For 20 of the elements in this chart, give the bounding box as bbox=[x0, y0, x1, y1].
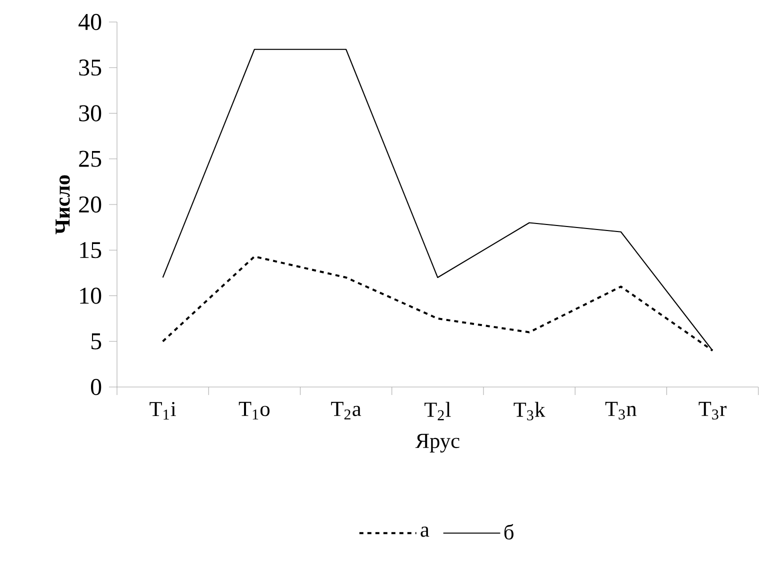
y-tick-label: 15 bbox=[80, 242, 102, 258]
y-axis-title: Число bbox=[56, 175, 70, 234]
legend-label: а bbox=[420, 526, 430, 537]
y-tick-label: 0 bbox=[90, 378, 102, 396]
x-tick-label: T$_{3}$n bbox=[605, 402, 637, 420]
y-tick-label: 25 bbox=[79, 150, 102, 167]
y-tick-label: 30 bbox=[79, 105, 102, 122]
y-tick-label: 35 bbox=[79, 60, 102, 76]
y-tick-label: 20 bbox=[79, 196, 102, 213]
legend-label: б bbox=[504, 524, 514, 540]
x-tick-label: T$_{2}$a bbox=[331, 402, 362, 420]
x-tick-label: T$_{1}$i bbox=[150, 402, 176, 420]
x-tick-label: T$_{1}$o bbox=[238, 402, 270, 420]
y-tick-label: 5 bbox=[91, 333, 102, 350]
y-tick-label: 10 bbox=[80, 288, 102, 304]
x-tick-label: T$_{3}$k bbox=[514, 402, 546, 420]
y-tick-label: 40 bbox=[78, 14, 102, 30]
x-axis-title: Ярус bbox=[415, 434, 460, 453]
x-tick-label: T$_{2}$l bbox=[424, 402, 451, 420]
x-tick-label: T$_{3}$r bbox=[698, 402, 726, 420]
